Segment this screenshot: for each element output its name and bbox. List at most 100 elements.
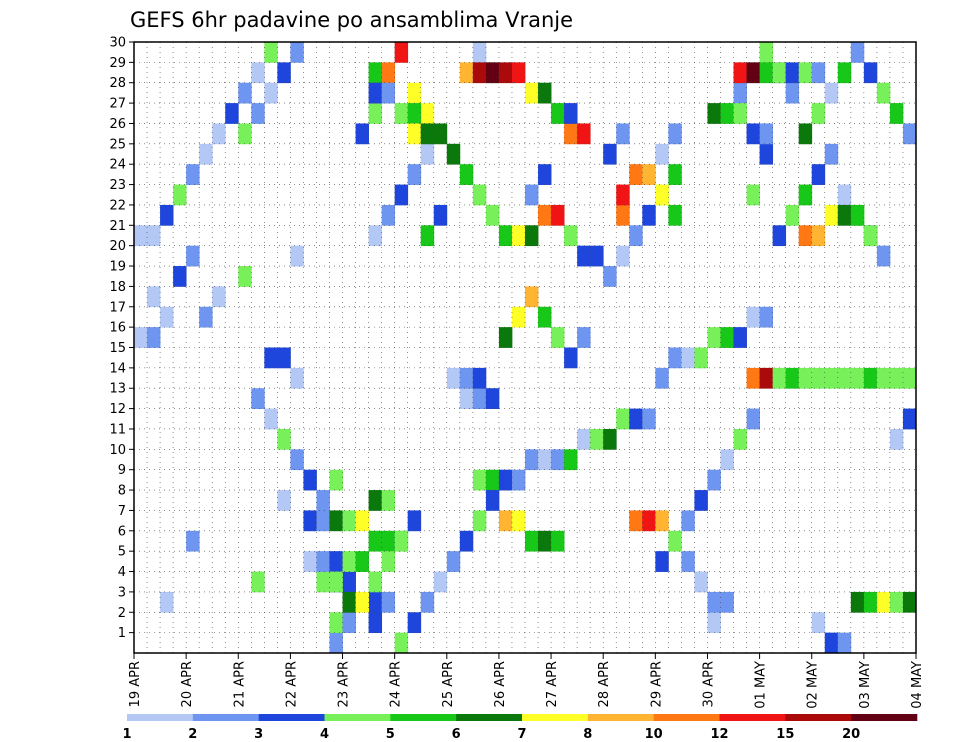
heatmap-cell [498, 62, 513, 84]
colorbar-swatch [587, 714, 654, 721]
heatmap-cell [863, 62, 878, 84]
heatmap-cell [616, 184, 630, 206]
heatmap-cell [368, 103, 383, 124]
heatmap-cell [186, 164, 200, 185]
heatmap-cell [511, 306, 526, 328]
colorbar-label: 4 [320, 727, 329, 742]
heatmap-cell [290, 245, 304, 267]
heatmap-cell [538, 530, 552, 552]
heatmap-cell [511, 225, 526, 247]
y-tick-label: 6 [118, 524, 126, 539]
heatmap-cell [707, 327, 721, 348]
heatmap-cell [160, 306, 174, 328]
heatmap-cell [642, 510, 656, 532]
heatmap-cell [798, 225, 813, 247]
heatmap-cell [629, 164, 643, 185]
heatmap-cell [785, 62, 800, 84]
heatmap-cell [863, 225, 878, 247]
y-tick-label: 3 [118, 585, 126, 600]
heatmap-cell [368, 530, 383, 552]
y-tick-label: 29 [109, 56, 126, 71]
x-tick-label: 28 APR [597, 661, 612, 707]
heatmap-cell [394, 42, 409, 63]
heatmap-cell [668, 123, 682, 145]
heatmap-cell [199, 143, 213, 165]
y-tick-label: 8 [118, 484, 126, 499]
x-tick-label: 25 APR [441, 661, 456, 707]
heatmap-cell [694, 347, 708, 369]
heatmap-cell [824, 367, 839, 389]
heatmap-cell [889, 428, 904, 450]
heatmap-cell [759, 306, 774, 328]
heatmap-cell [707, 469, 721, 491]
heatmap-cell [824, 204, 839, 226]
colorbar-label: 2 [188, 727, 197, 742]
heatmap-cell [694, 490, 708, 511]
heatmap-cell [876, 367, 891, 389]
heatmap-cell [577, 428, 591, 450]
heatmap-cell [668, 164, 682, 185]
heatmap-cell [551, 103, 565, 124]
heatmap-cell [238, 123, 252, 145]
heatmap-cell [277, 347, 291, 369]
heatmap-cell [538, 82, 552, 104]
heatmap-cell [368, 591, 383, 613]
heatmap-cell [498, 225, 513, 247]
heatmap-cell [564, 449, 578, 471]
heatmap-cell [433, 123, 448, 145]
heatmap-cell [551, 327, 565, 348]
colorbar-swatch [324, 714, 391, 721]
heatmap-cell [655, 367, 669, 389]
y-tick-label: 17 [109, 300, 126, 315]
heatmap-cell [160, 204, 174, 226]
heatmap-cell [472, 184, 487, 206]
heatmap-cell [538, 204, 552, 226]
heatmap-cell [798, 62, 813, 84]
heatmap-cell [681, 551, 695, 572]
heatmap-cell [459, 530, 474, 552]
heatmap-cell [485, 62, 500, 84]
heatmap-cell [472, 388, 487, 409]
heatmap-cell [772, 225, 787, 247]
heatmap-cell [485, 204, 500, 226]
heatmap-cell [368, 225, 383, 247]
heatmap-cell [603, 266, 617, 287]
heatmap-cell [681, 347, 695, 369]
heatmap-cell [707, 103, 721, 124]
heatmap-cell [446, 551, 461, 572]
heatmap-cell [381, 490, 396, 511]
heatmap-cell [420, 591, 435, 613]
heatmap-cell [186, 245, 200, 267]
heatmap-cell [381, 591, 396, 613]
heatmap-cell [629, 510, 643, 532]
heatmap-cell [238, 82, 252, 104]
heatmap-cell [876, 82, 891, 104]
y-tick-label: 18 [109, 280, 126, 295]
heatmap-cell [889, 591, 904, 613]
heatmap-cell [889, 103, 904, 124]
heatmap-cell [746, 408, 760, 430]
heatmap-cell [733, 103, 747, 124]
heatmap-cell [876, 591, 891, 613]
heatmap-cell [511, 510, 526, 532]
y-tick-label: 19 [109, 260, 126, 275]
heatmap-cell [277, 62, 291, 84]
heatmap-cell [759, 123, 774, 145]
heatmap-cell [368, 571, 383, 593]
heatmap-cell [342, 510, 356, 532]
x-tick-label: 30 APR [701, 661, 716, 707]
heatmap-cell [407, 164, 422, 185]
heatmap-cell [251, 62, 265, 84]
x-tick-label: 23 APR [337, 661, 352, 707]
heatmap-cell [329, 612, 343, 634]
heatmap-cell [368, 490, 383, 511]
heatmap-cell [616, 245, 630, 267]
heatmap-cell [316, 490, 330, 511]
heatmap-cell [459, 367, 474, 389]
heatmap-cell [720, 449, 734, 471]
heatmap-cell [525, 82, 539, 104]
heatmap-cell [381, 551, 396, 572]
heatmap-cell [381, 204, 396, 226]
x-tick-label: 27 APR [545, 661, 560, 707]
heatmap-cell [472, 510, 487, 532]
